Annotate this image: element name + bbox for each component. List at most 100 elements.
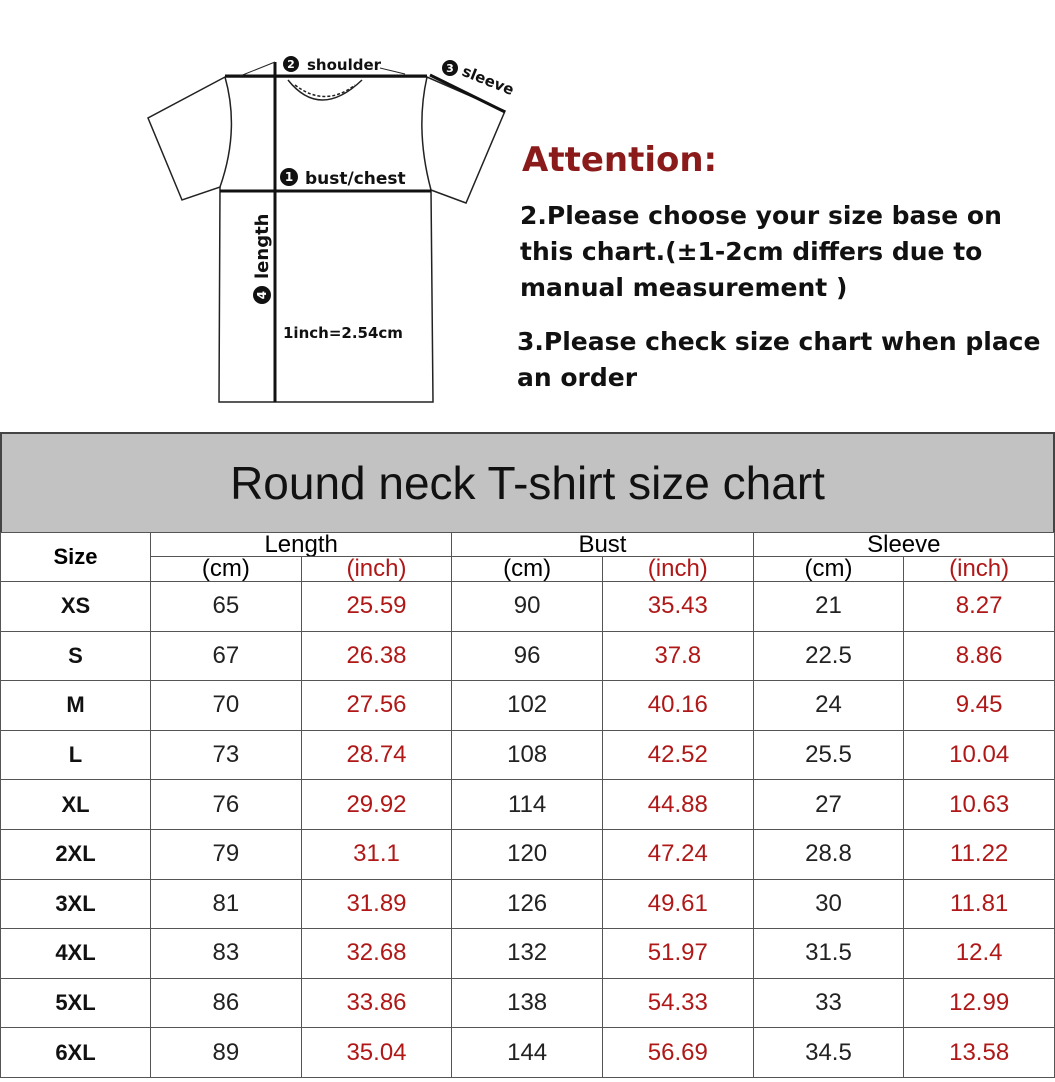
bust-cm-cell: 126 bbox=[451, 878, 603, 930]
size-cell: L bbox=[0, 729, 151, 781]
group-header-sleeve: Sleeve bbox=[752, 532, 1055, 557]
sleeve-cm-cell: 21 bbox=[752, 581, 905, 632]
length-cm-cell: 83 bbox=[150, 928, 302, 979]
sleeve-inch-cell: 8.27 bbox=[903, 581, 1055, 632]
size-header: Size bbox=[0, 532, 151, 582]
bust-cm-cell: 144 bbox=[451, 1027, 603, 1078]
length-inch-cell: 31.89 bbox=[300, 878, 453, 930]
bust-inch-cell: 42.52 bbox=[601, 729, 754, 781]
table-row: 2XL 79 31.1 120 47.24 28.8 11.22 bbox=[0, 828, 1055, 880]
bust-inch-cell: 51.97 bbox=[601, 928, 754, 979]
unit-inch: (inch) bbox=[903, 556, 1055, 582]
length-inch-cell: 35.04 bbox=[300, 1027, 453, 1078]
size-table: Size Length Bust Sleeve (cm) (inch) (cm)… bbox=[0, 532, 1055, 1078]
bust-inch-cell: 44.88 bbox=[601, 779, 754, 830]
attention-note: 3.Please check size chart when place an … bbox=[517, 327, 1041, 392]
size-cell: 5XL bbox=[0, 977, 151, 1029]
size-cell: M bbox=[0, 680, 151, 731]
bust-cm-cell: 138 bbox=[451, 977, 603, 1029]
sleeve-inch-cell: 8.86 bbox=[903, 630, 1055, 682]
sleeve-inch-cell: 12.99 bbox=[903, 977, 1055, 1029]
table-row: XS 65 25.59 90 35.43 21 8.27 bbox=[0, 581, 1055, 632]
sleeve-inch-cell: 12.4 bbox=[903, 928, 1055, 979]
length-cm-cell: 73 bbox=[150, 729, 302, 781]
bust-inch-cell: 40.16 bbox=[601, 680, 754, 731]
length-inch-cell: 29.92 bbox=[300, 779, 453, 830]
unit-inch: (inch) bbox=[300, 556, 453, 582]
unit-cm: (cm) bbox=[451, 556, 603, 582]
table-row: M 70 27.56 102 40.16 24 9.45 bbox=[0, 680, 1055, 731]
attention-note: 2.Please choose your size base on this c… bbox=[520, 201, 1002, 302]
bust-inch-cell: 54.33 bbox=[601, 977, 754, 1029]
length-cm-cell: 70 bbox=[150, 680, 302, 731]
sleeve-inch-cell: 11.81 bbox=[903, 878, 1055, 930]
bust-label: bust/chest bbox=[305, 169, 406, 189]
bust-cm-cell: 132 bbox=[451, 928, 603, 979]
length-cm-cell: 89 bbox=[150, 1027, 302, 1078]
tshirt-outline bbox=[147, 76, 506, 403]
sleeve-inch-cell: 13.58 bbox=[903, 1027, 1055, 1078]
length-cm-cell: 86 bbox=[150, 977, 302, 1029]
shoulder-number: 2 bbox=[287, 58, 295, 71]
length-inch-cell: 32.68 bbox=[300, 928, 453, 979]
bust-inch-cell: 49.61 bbox=[601, 878, 754, 930]
length-inch-cell: 26.38 bbox=[300, 630, 453, 682]
length-cm-cell: 81 bbox=[150, 878, 302, 930]
size-cell: S bbox=[0, 630, 151, 682]
shoulder-label: shoulder bbox=[307, 56, 382, 74]
group-header-length: Length bbox=[149, 532, 453, 557]
bust-cm-cell: 108 bbox=[451, 729, 603, 781]
sleeve-cm-cell: 31.5 bbox=[752, 928, 905, 979]
table-row: XL 76 29.92 114 44.88 27 10.63 bbox=[0, 779, 1055, 830]
sleeve-cm-cell: 30 bbox=[752, 878, 905, 930]
table-row: 4XL 83 32.68 132 51.97 31.5 12.4 bbox=[0, 928, 1055, 979]
sleeve-cm-cell: 34.5 bbox=[752, 1027, 905, 1078]
sleeve-inch-cell: 11.22 bbox=[903, 828, 1055, 880]
length-inch-cell: 28.74 bbox=[300, 729, 453, 781]
sleeve-inch-cell: 10.04 bbox=[903, 729, 1055, 781]
unit-cm: (cm) bbox=[150, 556, 302, 582]
tshirt-measurement-diagram: 2 shoulder 3 sleeve 1 bust/chest 4 lengt… bbox=[147, 56, 517, 403]
table-row: 6XL 89 35.04 144 56.69 34.5 13.58 bbox=[0, 1027, 1055, 1078]
size-cell: 2XL bbox=[0, 828, 151, 880]
bust-cm-cell: 102 bbox=[451, 680, 603, 731]
length-inch-cell: 25.59 bbox=[300, 581, 453, 632]
length-inch-cell: 27.56 bbox=[300, 680, 453, 731]
sleeve-cm-cell: 27 bbox=[752, 779, 905, 830]
sleeve-inch-cell: 10.63 bbox=[903, 779, 1055, 830]
bust-inch-cell: 47.24 bbox=[601, 828, 754, 880]
unit-inch: (inch) bbox=[601, 556, 754, 582]
length-number: 4 bbox=[255, 291, 269, 299]
bust-cm-cell: 90 bbox=[451, 581, 603, 632]
size-chart-title: Round neck T-shirt size chart bbox=[0, 434, 1055, 532]
size-cell: XS bbox=[0, 581, 151, 632]
unit-cm: (cm) bbox=[752, 556, 905, 582]
bust-cm-cell: 114 bbox=[451, 779, 603, 830]
sleeve-line bbox=[429, 73, 506, 114]
conversion-note: 1inch=2.54cm bbox=[283, 324, 403, 342]
bust-inch-cell: 35.43 bbox=[601, 581, 754, 632]
size-cell: 6XL bbox=[0, 1027, 151, 1078]
sleeve-cm-cell: 33 bbox=[752, 977, 905, 1029]
sleeve-cm-cell: 22.5 bbox=[752, 630, 905, 682]
bust-cm-cell: 96 bbox=[451, 630, 603, 682]
sleeve-cm-cell: 24 bbox=[752, 680, 905, 731]
table-row: 3XL 81 31.89 126 49.61 30 11.81 bbox=[0, 878, 1055, 930]
bust-number: 1 bbox=[285, 170, 293, 184]
length-label: length bbox=[252, 214, 273, 280]
length-cm-cell: 79 bbox=[150, 828, 302, 880]
size-cell: 3XL bbox=[0, 878, 151, 930]
length-cm-cell: 67 bbox=[150, 630, 302, 682]
length-cm-cell: 65 bbox=[150, 581, 302, 632]
attention-title: Attention: bbox=[522, 140, 718, 180]
table-row: S 67 26.38 96 37.8 22.5 8.86 bbox=[0, 630, 1055, 682]
bust-cm-cell: 120 bbox=[451, 828, 603, 880]
bust-inch-cell: 56.69 bbox=[601, 1027, 754, 1078]
length-inch-cell: 33.86 bbox=[300, 977, 453, 1029]
table-row: 5XL 86 33.86 138 54.33 33 12.99 bbox=[0, 977, 1055, 1029]
length-inch-cell: 31.1 bbox=[300, 828, 453, 880]
sleeve-number: 3 bbox=[446, 62, 454, 75]
size-cell: XL bbox=[0, 779, 151, 830]
group-header-bust: Bust bbox=[451, 532, 754, 557]
length-cm-cell: 76 bbox=[150, 779, 302, 830]
